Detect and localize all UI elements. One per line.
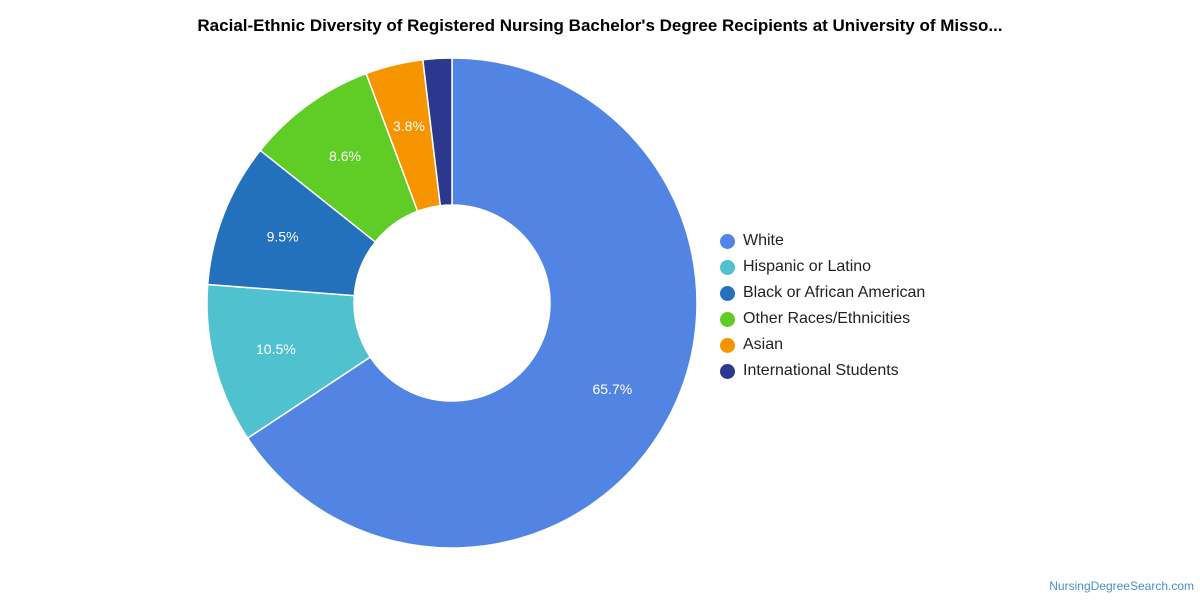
slice-white[interactable] bbox=[246, 57, 698, 549]
legend-label: Asian bbox=[743, 336, 784, 353]
legend-swatch bbox=[720, 285, 735, 301]
legend-item-asian[interactable]: Asian bbox=[720, 332, 925, 358]
legend-label: Black or African American bbox=[743, 284, 926, 301]
slice-label-other-races-ethnicities: 8.6% bbox=[329, 148, 361, 164]
legend-item-black-or-african-american[interactable]: Black or African American bbox=[720, 280, 925, 306]
legend-item-other-races-ethnicities[interactable]: Other Races/Ethnicities bbox=[720, 306, 925, 332]
legend-item-hispanic-or-latino[interactable]: Hispanic or Latino bbox=[720, 254, 925, 280]
slice-label-black-or-african-american: 9.5% bbox=[267, 229, 299, 245]
legend-label: Other Races/Ethnicities bbox=[743, 310, 911, 327]
slice-labels: 65.7% 10.5% 9.5% 8.6% 3.8% bbox=[256, 118, 632, 397]
legend-item-white[interactable]: White bbox=[720, 228, 925, 254]
legend-label: Hispanic or Latino bbox=[743, 258, 872, 275]
legend-label: International Students bbox=[743, 362, 899, 379]
legend-swatch bbox=[720, 363, 735, 379]
slice-label-white: 65.7% bbox=[592, 381, 632, 397]
legend-swatch bbox=[720, 311, 735, 327]
legend-swatch bbox=[720, 337, 735, 353]
slice-international-students[interactable] bbox=[421, 57, 453, 207]
legend-label: White bbox=[743, 232, 784, 249]
slice-label-asian: 3.8% bbox=[393, 118, 425, 134]
chart-title: Racial-Ethnic Diversity of Registered Nu… bbox=[197, 16, 1003, 35]
slice-hispanic-or-latino[interactable] bbox=[206, 283, 372, 440]
legend-swatch bbox=[720, 259, 735, 275]
donut-slices bbox=[206, 57, 698, 549]
chart-legend: White Hispanic or Latino Black or African … bbox=[720, 228, 925, 384]
source-credit-link[interactable]: NursingDegreeSearch.com bbox=[1049, 579, 1194, 593]
legend-item-international-students[interactable]: International Students bbox=[720, 358, 925, 384]
slice-label-hispanic-or-latino: 10.5% bbox=[256, 341, 296, 357]
legend-swatch bbox=[720, 233, 735, 249]
